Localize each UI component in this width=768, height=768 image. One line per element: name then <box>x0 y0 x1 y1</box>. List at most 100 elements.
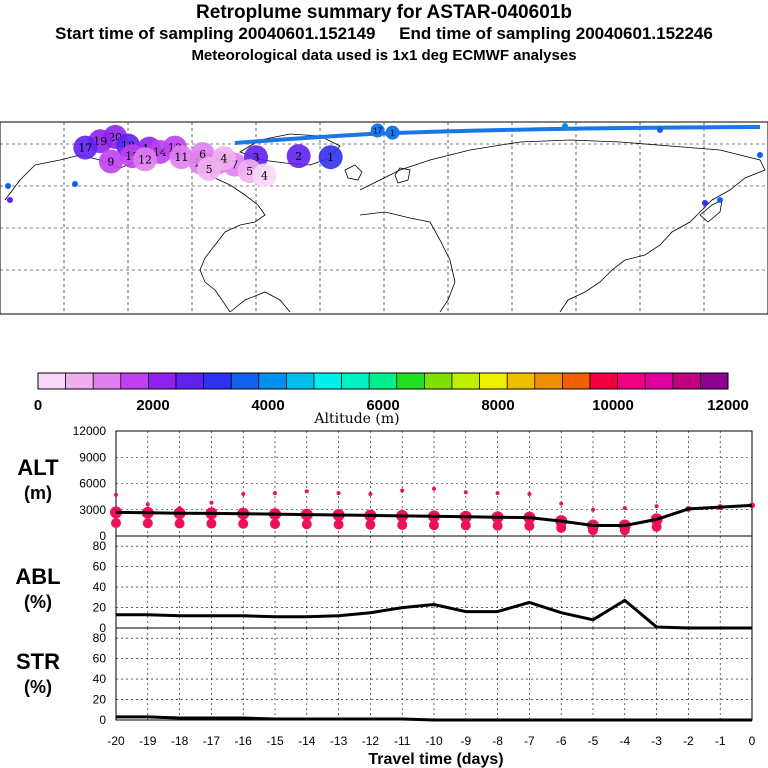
alt-point-max <box>145 502 150 507</box>
alt-point <box>174 518 185 529</box>
alt-point-max <box>241 492 246 496</box>
alt-point <box>524 520 535 531</box>
alt-point-max <box>304 489 309 494</box>
plume-trajectory-line <box>234 125 761 145</box>
colorbar-swatch <box>313 372 342 390</box>
x-tick-label: -3 <box>651 734 662 748</box>
str-tick-label: 60 <box>93 652 107 666</box>
plume-dot <box>757 152 763 158</box>
str-tick-label: 80 <box>93 631 107 645</box>
abl-tick-label: 0 <box>99 621 106 635</box>
alt-tick-label: 6000 <box>79 477 106 491</box>
abl-tick-label: 20 <box>93 601 107 615</box>
str-series-line <box>116 715 752 722</box>
alt-point-max <box>209 500 214 505</box>
track-marker <box>385 125 400 140</box>
alt-point <box>619 525 630 536</box>
colorbar-swatch <box>175 372 204 390</box>
alt-point <box>397 519 408 530</box>
alt-point-max <box>273 491 277 496</box>
colorbar-tick-label: 8000 <box>481 397 514 414</box>
alt-unit: (m) <box>24 483 52 503</box>
x-tick-label: -4 <box>619 734 630 748</box>
colorbar-swatch <box>203 372 232 390</box>
alt-point <box>556 522 567 533</box>
x-tick-label: -13 <box>330 734 348 748</box>
colorbar-tick-label: 4000 <box>251 397 284 414</box>
alt-point <box>588 525 598 536</box>
x-tick-label: -5 <box>588 734 599 748</box>
africa-coast <box>359 211 456 313</box>
x-tick-label: -14 <box>298 734 316 748</box>
x-tick-label: -1 <box>715 734 726 748</box>
alt-tick-label: 9000 <box>79 450 106 464</box>
plume-cluster-label: 6 <box>199 148 206 161</box>
plume-cluster-label: 2 <box>295 150 302 163</box>
colorbar-tick-label: 12000 <box>707 397 749 414</box>
alt-point-max <box>177 506 182 510</box>
alt-point <box>333 519 344 530</box>
str-panel: 80 60 40 20 0 <box>93 627 753 727</box>
start-time: Start time of sampling 20040601.152149 <box>55 24 376 43</box>
plume-cluster-marker <box>133 147 158 172</box>
south-america-coast <box>229 291 291 313</box>
plume-dot <box>5 183 11 189</box>
plume-cluster-marker <box>318 145 343 170</box>
alt-point-max <box>527 492 532 496</box>
alt-point-max <box>654 504 659 509</box>
alt-point <box>142 518 153 529</box>
alt-point-max <box>400 488 405 493</box>
x-axis-label: Travel time (days) <box>368 751 503 768</box>
x-tick-label: -6 <box>556 734 567 748</box>
colorbar-tick-label: 10000 <box>592 397 634 414</box>
alt-point <box>651 521 662 532</box>
alt-point-max <box>114 492 118 497</box>
colorbar-swatch <box>368 372 398 390</box>
title-line-3: Meteorological data used is 1x1 deg ECMW… <box>191 47 577 64</box>
map-panel: 201918171615141312111098765432154171 <box>0 121 768 315</box>
plume-cluster-label: 12 <box>138 153 152 166</box>
alt-tick-label: 0 <box>99 529 106 543</box>
colorbar-swatch <box>286 372 315 390</box>
x-tick-label: -9 <box>460 734 471 748</box>
plume-cluster-marker <box>169 145 194 170</box>
plume-markers: 201918171615141312111098765432154171 <box>5 123 763 206</box>
colorbar-swatch <box>396 372 425 390</box>
track-marker <box>370 123 385 138</box>
x-tick-label: -11 <box>394 734 411 748</box>
british-isles-coast <box>394 167 411 184</box>
plume-cluster-marker <box>286 144 311 169</box>
x-tick-label: -10 <box>425 734 443 748</box>
eurasia-coast <box>359 139 766 313</box>
alt-point-max <box>463 490 468 495</box>
alt-point <box>301 519 312 530</box>
colorbar-swatch <box>451 372 480 390</box>
alt-point-max <box>559 501 564 506</box>
alt-point-max <box>368 492 373 496</box>
colorbar-swatch <box>148 372 177 390</box>
abl-tick-label: 40 <box>93 580 107 594</box>
colorbar-swatch <box>341 372 370 390</box>
abl-tick-label: 80 <box>93 539 107 553</box>
alt-label: ALT <box>17 455 59 480</box>
colorbar-swatch <box>672 372 701 390</box>
alt-point <box>460 520 471 531</box>
abl-series-line <box>116 598 752 630</box>
x-tick-label: -18 <box>171 734 189 748</box>
plume-cluster-label: 4 <box>221 152 228 165</box>
end-time: End time of sampling 20040601.152246 <box>399 24 713 43</box>
plume-dot <box>7 197 13 203</box>
alt-point <box>238 518 249 529</box>
colorbar-swatch <box>258 372 287 390</box>
alt-point <box>365 519 376 530</box>
plume-dot <box>657 127 663 133</box>
plume-cluster-marker <box>252 163 277 188</box>
colorbar-swatch <box>644 372 674 390</box>
plume-dot <box>562 123 568 129</box>
str-tick-label: 20 <box>93 693 107 707</box>
plume-cluster-label: 4 <box>261 169 268 182</box>
alt-tick-label: 3000 <box>79 503 106 517</box>
alt-point <box>429 520 439 531</box>
str-tick-label: 0 <box>99 713 106 727</box>
track-label: 1 <box>390 129 395 138</box>
